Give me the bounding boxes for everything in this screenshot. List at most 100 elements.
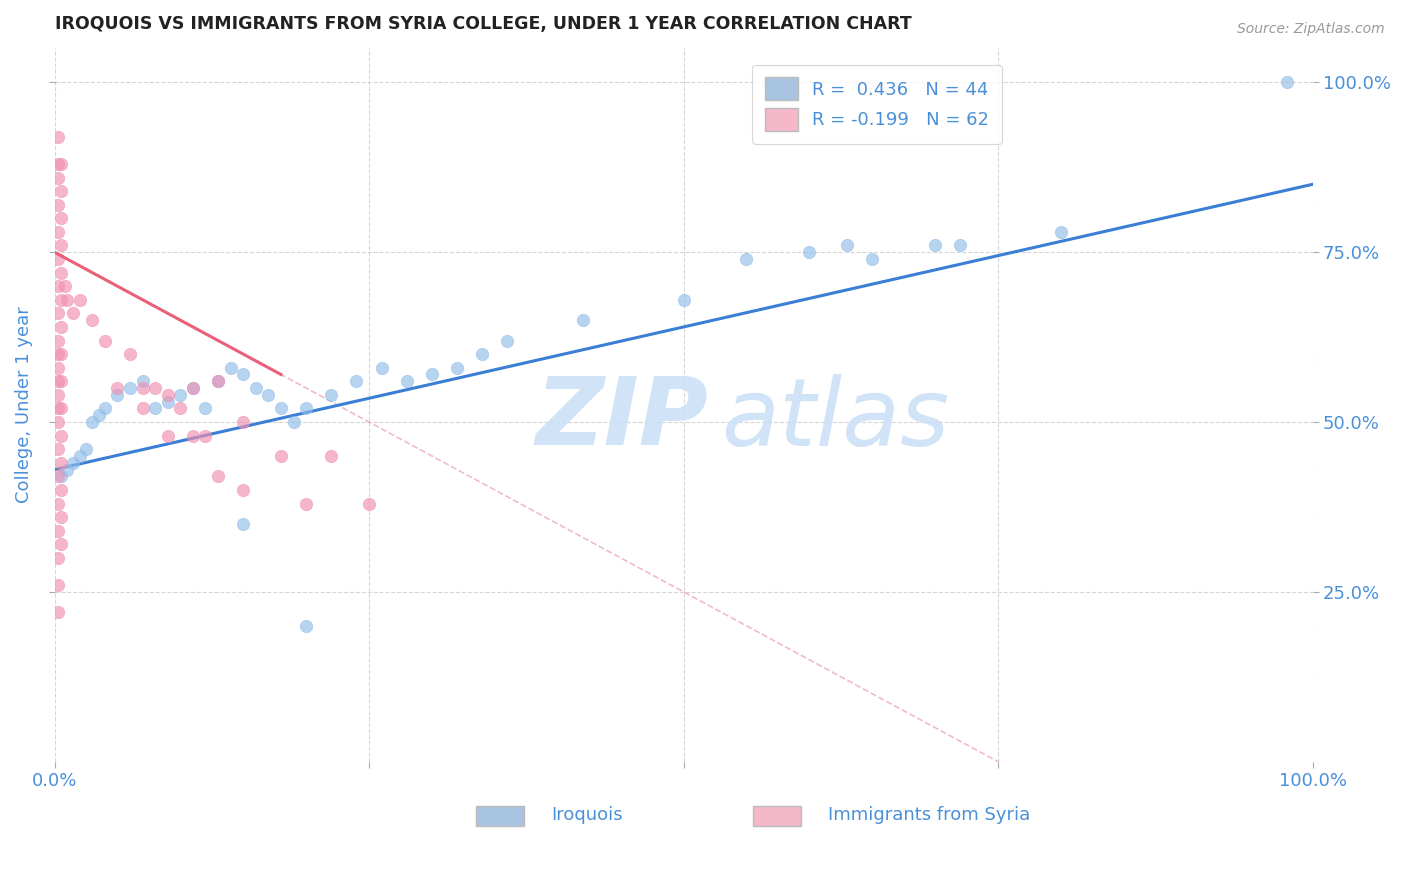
Point (46, 306, 69, 320)
Point (49, 401, 72, 416)
Point (446, 360, 468, 375)
Point (49, 320, 72, 334)
Point (49, 347, 72, 361)
Point (672, 293, 695, 307)
Point (46, 129, 69, 144)
Point (194, 428, 217, 442)
Point (232, 415, 254, 429)
Point (270, 449, 292, 463)
Point (53, 279, 76, 293)
Point (321, 449, 343, 463)
Point (49, 184, 72, 198)
Point (143, 381, 166, 395)
Point (56, 293, 79, 307)
Point (181, 428, 204, 442)
Text: atlas: atlas (721, 374, 949, 465)
Point (799, 245, 821, 260)
Text: Iroquois: Iroquois (551, 806, 623, 824)
Point (207, 469, 229, 483)
Y-axis label: College, Under 1 year: College, Under 1 year (15, 307, 32, 503)
Point (949, 238, 972, 252)
Point (49, 238, 72, 252)
Point (156, 394, 179, 409)
Point (572, 313, 595, 327)
Point (471, 347, 494, 361)
Text: Immigrants from Syria: Immigrants from Syria (828, 806, 1031, 824)
Point (82, 415, 104, 429)
Point (321, 388, 343, 402)
Point (107, 388, 129, 402)
Point (62, 456, 84, 470)
Point (62, 306, 84, 320)
Point (232, 483, 254, 497)
Point (420, 368, 443, 382)
Point (49, 510, 72, 524)
Point (395, 374, 418, 388)
Point (46, 374, 69, 388)
Point (357, 497, 380, 511)
Point (46, 279, 69, 293)
Legend: R =  0.436   N = 44, R = -0.199   N = 62: R = 0.436 N = 44, R = -0.199 N = 62 (752, 64, 1001, 144)
Point (46, 157, 69, 171)
Point (49, 157, 72, 171)
Point (143, 401, 166, 416)
FancyBboxPatch shape (752, 805, 800, 826)
Point (270, 401, 292, 416)
Point (207, 374, 229, 388)
Point (860, 252, 883, 266)
Point (46, 415, 69, 429)
Point (46, 578, 69, 592)
Point (82, 313, 104, 327)
Point (46, 170, 69, 185)
Point (46, 442, 69, 457)
Point (107, 381, 129, 395)
Point (1050, 225, 1073, 239)
Point (295, 401, 318, 416)
Point (69, 293, 91, 307)
Point (49, 483, 72, 497)
Point (49, 293, 72, 307)
Point (194, 401, 217, 416)
Point (69, 449, 91, 463)
Point (49, 537, 72, 551)
Point (232, 516, 254, 531)
Point (46, 197, 69, 211)
Point (49, 374, 72, 388)
Point (49, 456, 72, 470)
Text: Source: ZipAtlas.com: Source: ZipAtlas.com (1237, 22, 1385, 37)
Point (496, 334, 519, 348)
Point (94, 334, 117, 348)
Point (49, 469, 72, 483)
Point (295, 497, 318, 511)
FancyBboxPatch shape (477, 805, 524, 826)
Point (46, 347, 69, 361)
Point (46, 388, 69, 402)
Text: IROQUOIS VS IMMIGRANTS FROM SYRIA COLLEGE, UNDER 1 YEAR CORRELATION CHART: IROQUOIS VS IMMIGRANTS FROM SYRIA COLLEG… (55, 15, 911, 33)
Point (131, 381, 153, 395)
Point (46, 550, 69, 565)
Point (49, 211, 72, 226)
Point (283, 415, 305, 429)
Point (131, 401, 153, 416)
Point (46, 524, 69, 538)
Point (46, 360, 69, 375)
Point (219, 360, 242, 375)
Point (46, 497, 69, 511)
Point (75, 442, 97, 457)
Point (46, 225, 69, 239)
Point (46, 401, 69, 416)
Point (156, 428, 179, 442)
Point (207, 374, 229, 388)
Point (49, 266, 72, 280)
Point (94, 401, 117, 416)
Text: ZIP: ZIP (536, 374, 709, 466)
Point (56, 462, 79, 476)
Point (1277, 75, 1299, 89)
Point (257, 388, 280, 402)
Point (46, 469, 69, 483)
Point (46, 605, 69, 619)
Point (346, 374, 368, 388)
Point (169, 388, 191, 402)
Point (835, 238, 858, 252)
Point (295, 619, 318, 633)
